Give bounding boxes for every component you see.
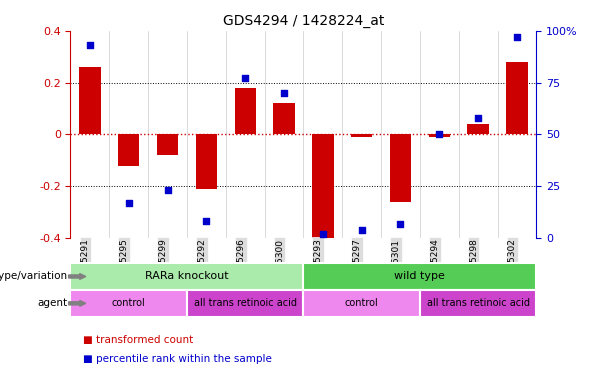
Bar [235,88,256,134]
Text: genotype/variation: genotype/variation [0,271,67,281]
Bar [428,134,450,137]
Bar [79,67,101,134]
Text: GSM775299: GSM775299 [159,238,167,293]
Text: control: control [112,298,146,308]
Point [512,34,522,40]
Point [85,42,95,48]
Text: all trans retinoic acid: all trans retinoic acid [427,298,530,308]
Text: RARa knockout: RARa knockout [145,271,229,281]
Text: GSM775301: GSM775301 [392,238,400,294]
Text: ■ transformed count: ■ transformed count [83,335,193,345]
Bar [351,134,372,137]
Point [395,220,405,227]
Text: GSM775300: GSM775300 [275,238,284,294]
Point [124,200,134,206]
Bar [303,290,420,317]
Point [435,131,444,137]
Text: GSM775293: GSM775293 [314,238,323,293]
Text: control: control [345,298,379,308]
Bar [312,134,333,241]
Point [473,115,483,121]
Title: GDS4294 / 1428224_at: GDS4294 / 1428224_at [223,14,384,28]
Text: ■ percentile rank within the sample: ■ percentile rank within the sample [83,354,272,364]
Bar [70,263,303,290]
Text: GSM775292: GSM775292 [197,238,207,293]
Bar [506,62,528,134]
Text: wild type: wild type [395,271,445,281]
Point [240,75,250,81]
Bar [70,290,187,317]
Bar [187,290,303,317]
Text: GSM775296: GSM775296 [236,238,245,293]
Bar [196,134,217,189]
Text: agent: agent [37,298,67,308]
Bar [468,124,489,134]
Bar [273,103,295,134]
Bar [303,263,536,290]
Point [202,218,211,225]
Text: all trans retinoic acid: all trans retinoic acid [194,298,297,308]
Bar [157,134,178,155]
Point [318,231,328,237]
Bar [118,134,139,166]
Point [279,90,289,96]
Text: GSM775291: GSM775291 [81,238,90,293]
Text: GSM775297: GSM775297 [352,238,362,293]
Text: GSM775302: GSM775302 [508,238,517,293]
Text: GSM775294: GSM775294 [430,238,440,293]
Text: GSM775295: GSM775295 [120,238,129,293]
Bar [390,134,411,202]
Bar [420,290,536,317]
Point [162,187,172,194]
Point [357,227,367,233]
Text: GSM775298: GSM775298 [469,238,478,293]
